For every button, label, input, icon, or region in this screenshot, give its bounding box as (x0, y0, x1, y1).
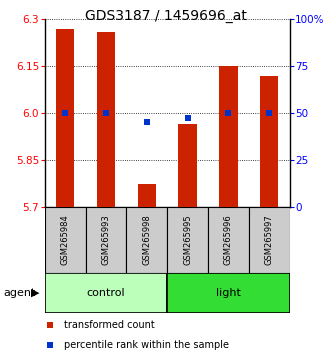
Bar (178, 124, 197, 207)
Bar (56, 29, 74, 207)
Text: GDS3187 / 1459696_at: GDS3187 / 1459696_at (84, 9, 247, 23)
Text: light: light (216, 288, 241, 298)
Text: GSM265998: GSM265998 (142, 215, 151, 265)
Bar (45, 273, 167, 313)
Text: GSM265996: GSM265996 (224, 215, 233, 265)
Text: control: control (87, 288, 125, 298)
Bar (219, 66, 238, 207)
Text: GSM265993: GSM265993 (101, 215, 111, 265)
Text: transformed count: transformed count (64, 320, 155, 330)
Bar (126, 207, 167, 273)
Text: GSM265984: GSM265984 (61, 215, 70, 265)
Bar (138, 184, 156, 207)
Bar (97, 32, 115, 207)
Bar (260, 76, 278, 207)
Bar (249, 207, 290, 273)
Bar (45, 207, 85, 273)
Text: GSM265997: GSM265997 (265, 215, 274, 265)
Bar (85, 207, 126, 273)
Text: percentile rank within the sample: percentile rank within the sample (64, 340, 229, 350)
Text: GSM265995: GSM265995 (183, 215, 192, 265)
Bar (167, 273, 290, 313)
Bar (167, 207, 208, 273)
Bar (208, 207, 249, 273)
Text: ▶: ▶ (31, 288, 39, 298)
Text: agent: agent (3, 288, 36, 298)
